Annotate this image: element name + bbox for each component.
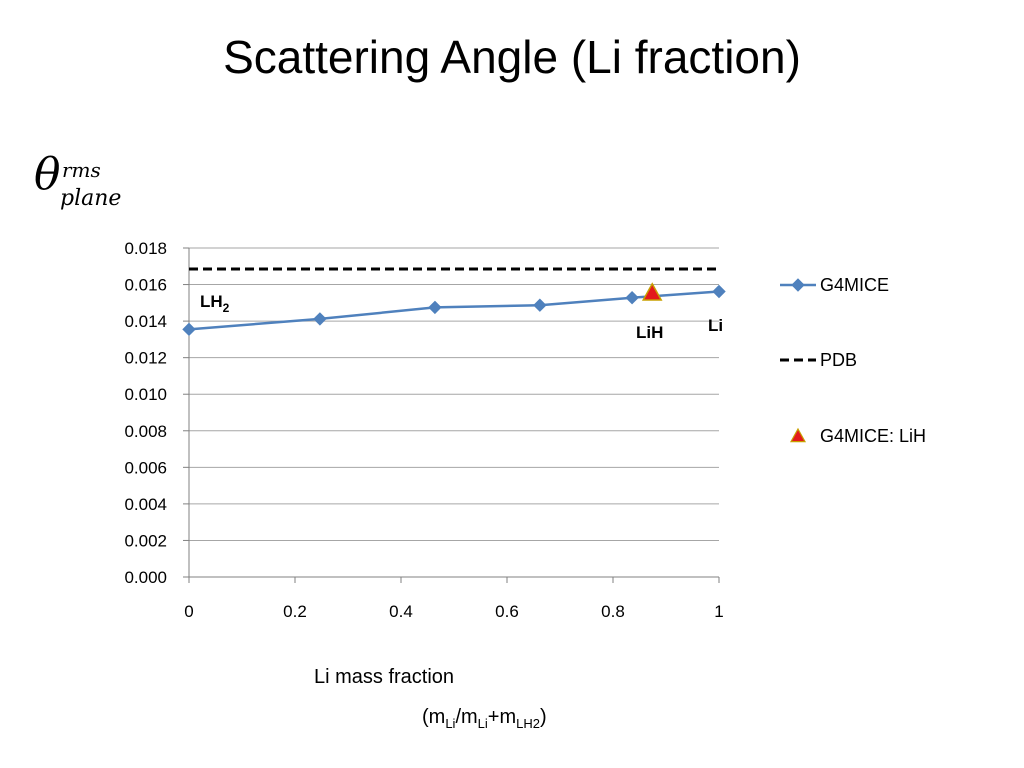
formula-sub: LH2 (516, 716, 540, 731)
y-tick-label: 0.008 (124, 422, 167, 441)
formula-part: /m (455, 706, 478, 728)
annotation-lh2: LH2 (200, 292, 230, 315)
data-point-g4mice (533, 298, 547, 312)
formula-sub: Li (477, 716, 488, 731)
y-tick-label: 0.010 (124, 385, 167, 404)
x-axis-label: Li mass fraction (314, 666, 455, 688)
x-tick-label: 0.4 (389, 602, 413, 621)
data-point-lih (641, 282, 663, 301)
legend: G4MICE PDB G4MICE: LiH (780, 275, 926, 446)
data-point-g4mice (182, 322, 196, 337)
legend-label: PDB (820, 350, 857, 370)
x-tick-label: 0.6 (495, 602, 519, 621)
data-point-g4mice (313, 312, 327, 326)
legend-marker-lih (789, 427, 807, 443)
formula-part: +m (487, 706, 517, 728)
legend-label: G4MICE: LiH (820, 426, 926, 446)
data-point-g4mice (712, 284, 726, 299)
axes: 0.000 0.002 0.004 0.006 0.008 0.010 0.012 0.014… (124, 239, 723, 621)
x-tick-label: 1 (714, 602, 723, 621)
formula-part: (m (422, 706, 446, 728)
slide-title: Scattering Angle (Li fraction) (223, 31, 801, 83)
formula-part: ) (540, 706, 547, 728)
legend-label: G4MICE (820, 275, 889, 295)
annotation-lih: LiH (636, 323, 663, 342)
legend-marker-g4mice (791, 278, 805, 292)
y-tick-label: 0.000 (124, 568, 167, 587)
y-tick-label: 0.006 (124, 458, 167, 477)
data-point-g4mice (625, 291, 639, 305)
annotation-li: Li (708, 316, 723, 335)
y-axis-label: θ rms plane (34, 150, 144, 220)
y-tick-label: 0.012 (124, 349, 167, 368)
x-tick-label: 0.8 (601, 602, 625, 621)
data-point-g4mice (428, 300, 442, 315)
y-tick-label: 0.014 (124, 312, 167, 331)
x-tick-label: 0 (184, 602, 193, 621)
y-tick-label: 0.018 (124, 239, 167, 258)
y-tick-label: 0.004 (124, 495, 167, 514)
y-axis-superscript: rms (62, 158, 101, 182)
y-axis-subscript: plane (60, 186, 122, 211)
x-axis-formula: (mLi/mLi+mLH2) (422, 706, 547, 731)
y-axis-symbol: θ (34, 149, 61, 200)
annotation-lh2-sub: 2 (223, 301, 230, 315)
grid (189, 247, 719, 541)
x-tick-label: 0.2 (283, 602, 307, 621)
y-tick-label: 0.016 (124, 276, 167, 295)
series (182, 267, 726, 337)
formula-sub: Li (445, 716, 456, 731)
annotations: LH2 LiH Li (200, 292, 723, 342)
y-tick-label: 0.002 (124, 531, 167, 550)
